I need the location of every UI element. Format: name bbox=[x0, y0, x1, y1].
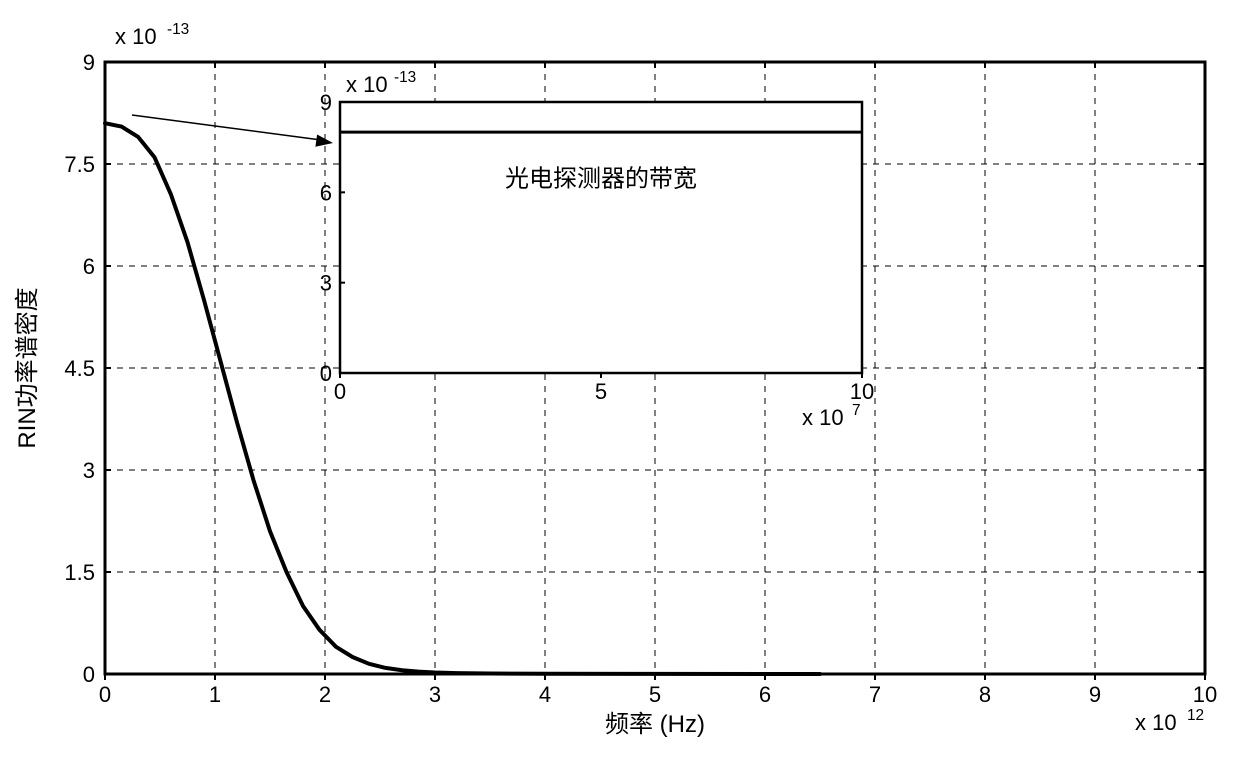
svg-text:-13: -13 bbox=[167, 21, 189, 38]
svg-text:7.5: 7.5 bbox=[64, 152, 95, 177]
svg-text:频率 (Hz): 频率 (Hz) bbox=[605, 711, 705, 738]
svg-text:0: 0 bbox=[83, 662, 95, 687]
svg-text:10: 10 bbox=[1193, 682, 1217, 707]
svg-text:9: 9 bbox=[1089, 682, 1101, 707]
svg-text:x 10: x 10 bbox=[1135, 710, 1177, 735]
chart-svg: 01234567891001.534.567.59x 10-13x 1012频率… bbox=[0, 0, 1240, 765]
svg-text:10: 10 bbox=[850, 379, 874, 404]
svg-text:6: 6 bbox=[759, 682, 771, 707]
svg-text:5: 5 bbox=[649, 682, 661, 707]
svg-text:4: 4 bbox=[539, 682, 551, 707]
svg-text:3: 3 bbox=[429, 682, 441, 707]
svg-text:6: 6 bbox=[83, 254, 95, 279]
svg-text:光电探测器的带宽: 光电探测器的带宽 bbox=[505, 165, 697, 192]
svg-text:7: 7 bbox=[869, 682, 881, 707]
svg-text:9: 9 bbox=[320, 90, 332, 115]
svg-text:4.5: 4.5 bbox=[64, 356, 95, 381]
chart-container: 01234567891001.534.567.59x 10-13x 1012频率… bbox=[0, 0, 1240, 765]
svg-text:1.5: 1.5 bbox=[64, 560, 95, 585]
svg-text:12: 12 bbox=[1187, 707, 1204, 724]
svg-text:-13: -13 bbox=[394, 69, 416, 86]
svg-text:0: 0 bbox=[334, 379, 346, 404]
svg-text:7: 7 bbox=[852, 402, 861, 419]
svg-text:5: 5 bbox=[595, 379, 607, 404]
svg-text:x 10: x 10 bbox=[802, 405, 844, 430]
svg-text:3: 3 bbox=[83, 458, 95, 483]
svg-text:RIN功率谱密度: RIN功率谱密度 bbox=[14, 287, 41, 448]
svg-text:3: 3 bbox=[320, 271, 332, 296]
svg-text:2: 2 bbox=[319, 682, 331, 707]
svg-text:8: 8 bbox=[979, 682, 991, 707]
svg-text:9: 9 bbox=[83, 50, 95, 75]
svg-text:0: 0 bbox=[99, 682, 111, 707]
svg-text:1: 1 bbox=[209, 682, 221, 707]
svg-text:x 10: x 10 bbox=[115, 24, 157, 49]
svg-text:6: 6 bbox=[320, 180, 332, 205]
svg-text:x 10: x 10 bbox=[346, 72, 388, 97]
svg-text:0: 0 bbox=[320, 361, 332, 386]
